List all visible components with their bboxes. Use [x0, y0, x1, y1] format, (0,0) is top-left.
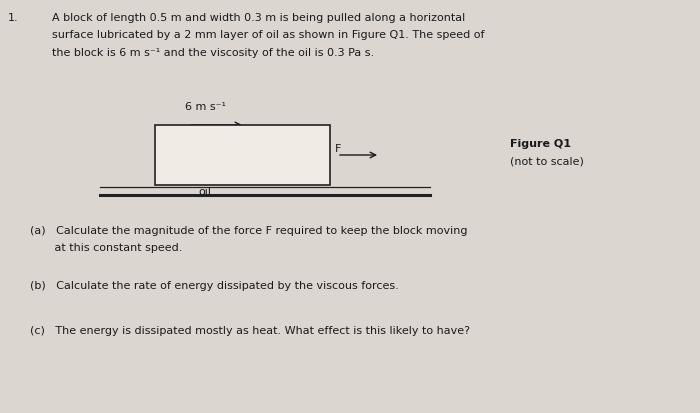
Text: 6 m s⁻¹: 6 m s⁻¹	[185, 102, 226, 112]
Text: (not to scale): (not to scale)	[510, 157, 584, 166]
Text: F: F	[335, 144, 342, 154]
Text: at this constant speed.: at this constant speed.	[30, 243, 183, 253]
Text: Figure Q1: Figure Q1	[510, 139, 571, 149]
Text: (a)   Calculate the magnitude of the force F required to keep the block moving: (a) Calculate the magnitude of the force…	[30, 225, 468, 235]
Text: oil: oil	[199, 187, 211, 197]
Bar	[155, 126, 330, 185]
Text: (c)   The energy is dissipated mostly as heat. What effect is this likely to hav: (c) The energy is dissipated mostly as h…	[30, 325, 470, 335]
Text: A block of length 0.5 m and width 0.3 m is being pulled along a horizontal: A block of length 0.5 m and width 0.3 m …	[52, 13, 466, 23]
Text: the block is 6 m s⁻¹ and the viscosity of the oil is 0.3 Pa s.: the block is 6 m s⁻¹ and the viscosity o…	[52, 48, 374, 58]
Text: surface lubricated by a 2 mm layer of oil as shown in Figure Q1. The speed of: surface lubricated by a 2 mm layer of oi…	[52, 31, 484, 40]
Text: (b)   Calculate the rate of energy dissipated by the viscous forces.: (b) Calculate the rate of energy dissipa…	[30, 280, 399, 290]
Text: 1.: 1.	[8, 13, 19, 23]
